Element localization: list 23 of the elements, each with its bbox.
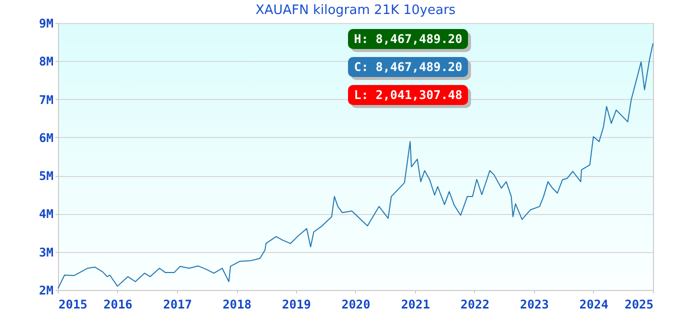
x-tick-label: 2016	[104, 298, 132, 312]
chart-title: XAUAFN kilogram 21K 10years	[254, 3, 457, 18]
y-tick-label: 3M	[39, 245, 54, 260]
x-tick-label: 2020	[341, 298, 370, 312]
x-tick-label: 2023	[520, 298, 549, 312]
y-tick-label: 5M	[39, 169, 54, 184]
x-tick-label: 2022	[460, 298, 490, 312]
y-tick-label: 4M	[39, 207, 54, 222]
y-tick-label: 6M	[39, 130, 54, 145]
y-tick-label: 9M	[39, 16, 54, 30]
y-tick-label: 8M	[39, 54, 54, 69]
annotation: C: 8,467,489.20	[348, 57, 468, 77]
x-tick-label: 2019	[282, 298, 311, 312]
x-tick-label: 2021	[401, 298, 430, 312]
x-tick-label: 2018	[222, 298, 252, 312]
y-tick-label: 7M	[39, 92, 54, 107]
y-tick-label: 2M	[39, 284, 54, 298]
x-tick-label: 2024	[579, 298, 608, 312]
x-tick-label: 2025	[624, 298, 654, 312]
x-tick-label: 2017	[163, 298, 192, 312]
x-tick-label: 2015	[58, 298, 88, 312]
annotation: L: 2,041,307.48	[348, 85, 468, 105]
annotation: H: 8,467,489.20	[348, 29, 468, 49]
